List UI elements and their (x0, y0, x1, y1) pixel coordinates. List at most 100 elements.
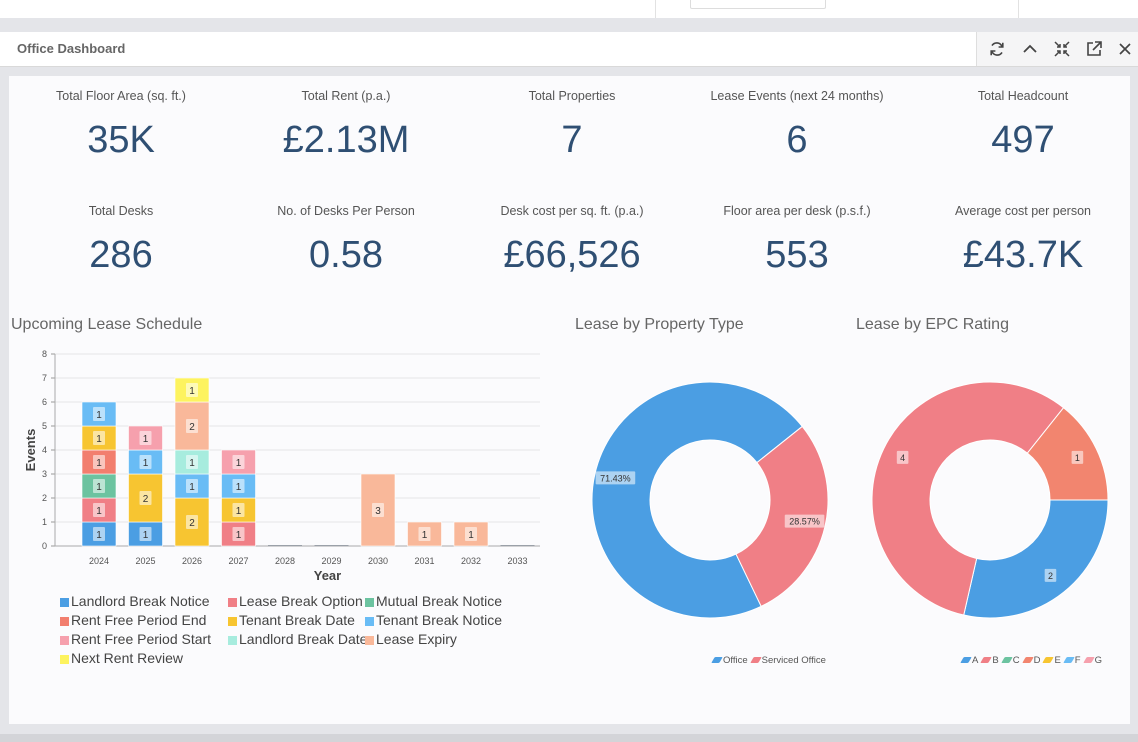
y-tick-label: 7 (42, 373, 47, 383)
refresh-icon[interactable] (987, 39, 1007, 59)
kpi-value: £43.7K (962, 234, 1084, 276)
legend-item[interactable]: Serviced Office (749, 655, 826, 666)
kpi-total-floor-area: Total Floor Area (sq. ft.) 35K (11, 88, 231, 160)
legend-item[interactable]: A (960, 655, 979, 666)
legend-item[interactable]: Landlord Break Date (228, 630, 367, 649)
legend-swatch (228, 636, 237, 645)
data-label: 3 (375, 506, 381, 517)
kpi-value: 497 (991, 119, 1055, 161)
legend-item[interactable]: Office (711, 655, 748, 666)
legend-item[interactable]: Rent Free Period End (60, 611, 206, 630)
y-tick-label: 8 (42, 349, 47, 359)
data-label-bg (232, 455, 245, 469)
collapse-icon[interactable] (1020, 39, 1040, 59)
data-label-bg (186, 455, 198, 469)
legend-marker (1082, 657, 1095, 663)
legend-swatch (365, 617, 374, 626)
legend-item[interactable]: Lease Expiry (365, 630, 457, 649)
legend-marker (980, 657, 993, 663)
x-tick-label: 2026 (182, 556, 202, 566)
lease-schedule-chart: 0 1 2 3 4 5 6 7 8 2024 1 1 1 1 1 1 2025 1 2 1 1 2026 2 1 1 2 1 2027… (23, 349, 540, 583)
data-label-bg (93, 503, 105, 517)
data-label: 1 (96, 530, 102, 541)
legend-item[interactable]: E (1042, 655, 1061, 666)
legend-item[interactable]: B (980, 655, 999, 666)
donut-slice[interactable] (871, 381, 1065, 616)
legend-marker (1063, 657, 1075, 663)
legend-item[interactable]: C (1000, 655, 1020, 666)
legend-marker (1042, 657, 1055, 663)
data-label-bg (232, 527, 245, 541)
legend-item[interactable]: Landlord Break Notice (60, 592, 210, 611)
legend-label: A (972, 655, 979, 666)
data-label-bg (372, 503, 384, 517)
legend-item[interactable]: D (1021, 655, 1040, 666)
data-label-bg (93, 431, 105, 445)
bar-segment[interactable] (500, 545, 535, 546)
legend-label: E (1054, 655, 1061, 666)
data-label-bg (186, 479, 198, 493)
legend-item[interactable]: Tenant Break Notice (365, 611, 502, 630)
slice-label-bg (1071, 450, 1084, 464)
legend-label: Mutual Break Notice (376, 593, 503, 609)
legend-item[interactable]: Tenant Break Date (228, 611, 355, 630)
x-tick-label: 2031 (414, 556, 434, 566)
x-axis-title: Year (314, 568, 341, 583)
data-label-bg (139, 431, 152, 445)
legend-label: C (1012, 655, 1020, 666)
donut-slice[interactable] (735, 425, 829, 607)
shrink-icon[interactable] (1052, 39, 1072, 59)
bar-segment[interactable] (268, 545, 302, 546)
kpi-value: £66,526 (503, 234, 641, 276)
legend-item[interactable]: G (1082, 655, 1102, 666)
data-label: 1 (468, 530, 474, 541)
legend-item[interactable]: F (1063, 655, 1081, 666)
top-strip-field[interactable] (690, 0, 826, 9)
x-tick-label: 2027 (228, 556, 248, 566)
external-link-icon[interactable] (1084, 39, 1104, 59)
data-label-bg (93, 455, 105, 469)
y-tick-label: 3 (42, 469, 47, 479)
legend-swatch (60, 636, 69, 645)
data-label: 1 (236, 482, 242, 493)
legend-label: Office (723, 655, 748, 666)
legend-item[interactable]: Rent Free Period Start (60, 630, 211, 649)
legend-marker (749, 657, 762, 663)
x-tick-label: 2025 (135, 556, 155, 566)
close-icon[interactable] (1115, 39, 1135, 59)
legend-item[interactable]: Lease Break Option (228, 592, 363, 611)
donut-slice[interactable] (591, 381, 803, 619)
slice-label: 71.43% (600, 473, 631, 483)
kpi-average-cost: Average cost per person £43.7K (913, 203, 1133, 275)
legend-label: B (992, 655, 999, 666)
legend-label: Rent Free Period End (71, 612, 207, 628)
legend-item[interactable]: Mutual Break Notice (365, 592, 502, 611)
slice-label-bg (595, 471, 636, 485)
legend-label: Serviced Office (761, 655, 826, 666)
epc-rating-title: Lease by EPC Rating (856, 316, 1009, 333)
data-label: 1 (96, 506, 102, 517)
y-tick-label: 0 (42, 541, 47, 551)
y-tick-label: 6 (42, 397, 47, 407)
data-label: 1 (96, 482, 102, 493)
kpi-label: No. of Desks Per Person (277, 204, 415, 218)
donut-slice[interactable] (1026, 407, 1109, 501)
epc-rating-legend: A B C D E F G (960, 655, 1106, 666)
legend-label: F (1074, 655, 1081, 666)
data-label: 1 (189, 386, 195, 397)
kpi-value: 6 (786, 119, 808, 161)
donut-slice[interactable] (963, 499, 1109, 619)
kpi-label: Average cost per person (955, 204, 1091, 218)
legend-item[interactable]: Next Rent Review (60, 649, 183, 668)
legend-label: Tenant Break Notice (376, 612, 503, 628)
panel-header: Office Dashboard (0, 32, 1138, 67)
kpi-total-desks: Total Desks 286 (11, 203, 231, 275)
kpi-floor-area-per-desk: Floor area per desk (p.s.f.) 553 (687, 203, 907, 275)
kpi-total-headcount: Total Headcount 497 (913, 88, 1133, 160)
data-label-bg (232, 479, 245, 493)
kpi-value: 553 (765, 234, 829, 276)
bar-segment[interactable] (314, 545, 349, 546)
x-tick-label: 2029 (321, 556, 341, 566)
x-tick-label: 2030 (368, 556, 388, 566)
data-label-bg (93, 407, 105, 421)
